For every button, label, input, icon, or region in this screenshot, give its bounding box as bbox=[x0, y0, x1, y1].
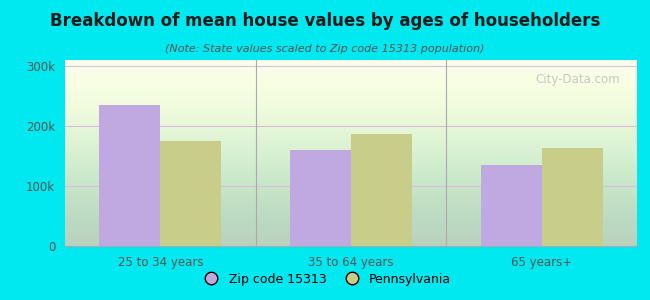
Bar bbox=[161, 141, 222, 246]
Bar bbox=[290, 150, 351, 246]
Bar bbox=[99, 105, 161, 246]
Text: Breakdown of mean house values by ages of householders: Breakdown of mean house values by ages o… bbox=[50, 12, 600, 30]
Legend: Zip code 15313, Pennsylvania: Zip code 15313, Pennsylvania bbox=[194, 268, 456, 291]
Text: (Note: State values scaled to Zip code 15313 population): (Note: State values scaled to Zip code 1… bbox=[165, 44, 485, 53]
Text: City-Data.com: City-Data.com bbox=[535, 73, 620, 86]
Bar bbox=[480, 165, 541, 246]
Bar bbox=[541, 148, 603, 246]
Bar bbox=[351, 134, 412, 246]
